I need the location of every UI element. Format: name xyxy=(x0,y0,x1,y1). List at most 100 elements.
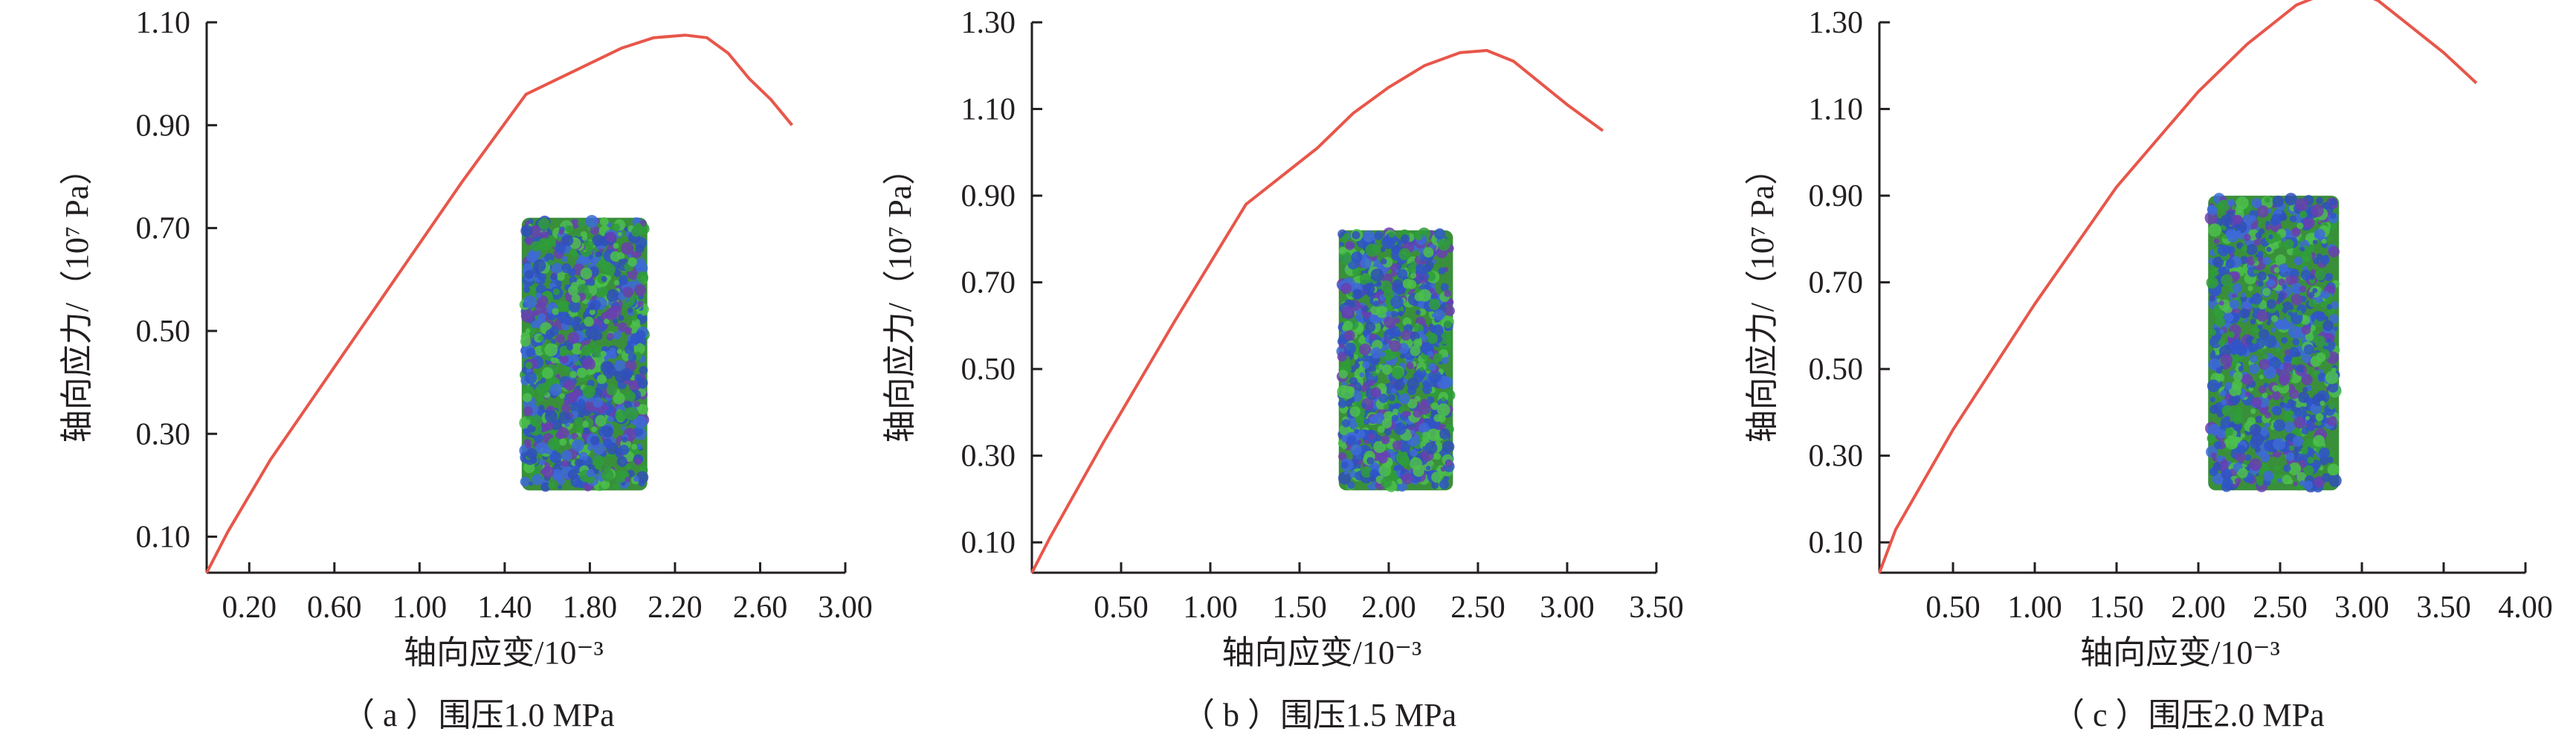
y-axis-title-close: ） xyxy=(882,152,918,185)
specimen-particle xyxy=(613,392,625,405)
stress-strain-curve xyxy=(1878,0,2478,573)
specimen-particle xyxy=(606,384,618,396)
x-tick-label: 1.50 xyxy=(2089,591,2144,625)
specimen-particle xyxy=(630,251,639,259)
specimen-particle xyxy=(2315,311,2326,322)
specimen-particle xyxy=(2233,415,2242,425)
specimen-particle xyxy=(636,471,649,483)
specimen-particle xyxy=(2209,335,2222,349)
specimen-particle xyxy=(2253,338,2265,350)
specimen-particle xyxy=(567,434,573,440)
specimen-particle xyxy=(1397,269,1408,280)
specimen-particle xyxy=(1425,466,1431,471)
specimen-particle xyxy=(2235,230,2241,237)
specimen-particle xyxy=(525,237,534,245)
specimen-particle xyxy=(2246,243,2258,256)
specimen-particle xyxy=(593,455,604,467)
chart-panel-b: 0.10 0.30 0.50 0.70 0.90 1.10 1.30 0.50 1.00 1.50… xyxy=(859,0,1717,746)
specimen-particle xyxy=(1424,442,1438,455)
specimen-particle xyxy=(601,425,614,438)
specimen-particle xyxy=(1421,398,1427,405)
specimen-particle xyxy=(1341,306,1355,319)
specimen-particle xyxy=(2301,325,2311,335)
specimen-particle xyxy=(561,403,571,414)
specimen-particle xyxy=(2207,379,2220,393)
specimen-particle xyxy=(1360,466,1372,478)
specimen-particle xyxy=(624,400,633,409)
specimen-particle xyxy=(564,379,575,391)
specimen-particle xyxy=(624,463,632,471)
y-axis-title-unit: 10⁷ Pa xyxy=(1744,185,1781,270)
specimen-particle xyxy=(558,301,564,307)
specimen-particle xyxy=(2212,462,2221,471)
specimen-particle xyxy=(2314,269,2325,281)
specimen-particle xyxy=(2314,335,2326,347)
specimen-particle xyxy=(1443,320,1452,329)
specimen-particle xyxy=(2285,452,2295,462)
specimen-particle xyxy=(2279,402,2285,407)
specimen-particle xyxy=(2289,389,2299,399)
specimen-particle xyxy=(2216,455,2224,463)
specimen-particle xyxy=(627,353,637,362)
specimen-particle xyxy=(1341,419,1351,428)
specimen-particle xyxy=(1347,481,1355,489)
y-tick-label: 0.30 xyxy=(136,417,191,451)
specimen-particle xyxy=(1399,456,1410,467)
specimen-particle xyxy=(2329,212,2337,219)
specimen-particle xyxy=(1357,430,1366,439)
specimen-particle xyxy=(1376,280,1382,287)
specimen-particle xyxy=(2278,242,2284,248)
specimen-particle xyxy=(559,438,567,446)
specimen-particle xyxy=(2296,472,2307,483)
specimen-particle xyxy=(601,469,614,482)
specimen-particle xyxy=(592,234,604,247)
specimen-particle xyxy=(561,263,572,274)
specimen-particle xyxy=(1429,287,1435,294)
specimen-particle xyxy=(588,302,596,311)
specimen-particle xyxy=(552,469,564,480)
x-tick-label: 3.00 xyxy=(818,591,873,625)
specimen-particle xyxy=(1391,388,1397,394)
specimen-particle xyxy=(633,401,640,408)
specimen-particle xyxy=(1430,402,1439,411)
specimen-particle xyxy=(1349,406,1360,417)
specimen-particle xyxy=(1373,412,1385,425)
specimen-particle xyxy=(598,286,608,298)
y-axis-title-close: ） xyxy=(1744,152,1781,185)
specimen-particle xyxy=(1354,428,1359,434)
specimen-particle xyxy=(525,361,533,370)
specimen-particle xyxy=(599,217,609,226)
specimen-particle xyxy=(2282,362,2293,373)
specimen-particle xyxy=(2251,198,2262,209)
specimen-particle xyxy=(1372,300,1380,307)
specimen-particle xyxy=(1368,433,1375,440)
x-tick-label: 3.00 xyxy=(1540,591,1595,625)
specimen-particle xyxy=(1418,289,1432,302)
specimen-particle xyxy=(2218,300,2224,306)
specimen-particle xyxy=(2249,424,2262,436)
specimen-particle xyxy=(1438,267,1446,275)
specimen-particle xyxy=(2296,310,2302,316)
specimen-particle xyxy=(2273,267,2280,273)
specimen-particle xyxy=(2233,395,2241,403)
y-tick-label: 0.70 xyxy=(1809,266,1864,300)
specimen-particle xyxy=(2268,234,2273,239)
specimen-particle xyxy=(2263,470,2274,482)
specimen-particle xyxy=(1346,435,1357,446)
specimen-particle xyxy=(2208,223,2222,237)
specimen-particle xyxy=(1340,283,1352,295)
specimen-particle xyxy=(530,414,543,428)
x-tick-label: 2.50 xyxy=(1450,591,1505,625)
x-tick-label: 2.50 xyxy=(2253,591,2308,625)
specimen-particle xyxy=(1419,275,1425,281)
specimen-particle xyxy=(1415,264,1426,275)
specimen-particle xyxy=(523,461,535,474)
specimen-particle xyxy=(2328,382,2339,393)
specimen-particle xyxy=(547,259,554,266)
specimen-particle xyxy=(1423,247,1434,258)
specimen-particle xyxy=(552,308,559,315)
specimen-particle xyxy=(2209,396,2215,402)
specimen-particle xyxy=(1418,308,1427,316)
specimen-particle xyxy=(1374,231,1384,240)
specimen-particle xyxy=(1401,263,1407,269)
